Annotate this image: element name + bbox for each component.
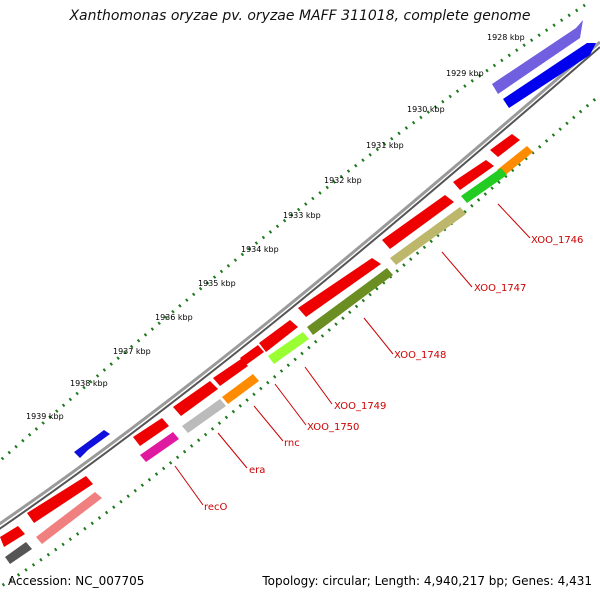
genome-summary-text: Topology: circular; Length: 4,940,217 bp…: [262, 574, 592, 588]
gene-olive-1748[interactable]: [307, 268, 393, 335]
gene-pink-era[interactable]: [140, 432, 179, 462]
gene-red-2[interactable]: [453, 160, 494, 190]
gene-label[interactable]: XOO_1750: [307, 422, 359, 433]
gene-red-9[interactable]: [133, 418, 169, 446]
gene-red-5[interactable]: [259, 320, 298, 352]
gene-red-4[interactable]: [298, 258, 381, 317]
gene-red-6[interactable]: [240, 345, 264, 365]
outer-dotted-track: [0, 3, 586, 463]
label-leader-lines: [174, 203, 531, 506]
gene-label[interactable]: XOO_1746: [531, 235, 583, 246]
forward-strand-genes: [0, 134, 520, 547]
kbp-tick-labels: 1928 kbp 1929 kbp 1930 kbp 1931 kbp 1932 kbp…: [26, 33, 525, 421]
gene-label[interactable]: rnc: [284, 438, 300, 449]
gene-salmon-reco[interactable]: [36, 492, 102, 544]
inner-dotted-track: [0, 93, 600, 589]
gene-khaki-1747[interactable]: [390, 207, 466, 265]
kbp-tick-label: 1938 kbp: [70, 379, 108, 388]
gene-label[interactable]: XOO_1749: [334, 401, 386, 412]
kbp-tick-label: 1928 kbp: [487, 33, 525, 42]
kbp-tick-label: 1933 kbp: [283, 211, 321, 220]
gene-red-10[interactable]: [27, 476, 93, 523]
accession-text: Accession: NC_007705: [8, 574, 145, 588]
kbp-tick-label: 1932 kbp: [324, 176, 362, 185]
gene-block-blue-arrow[interactable]: [503, 43, 596, 108]
gene-green-1746[interactable]: [461, 168, 507, 203]
gene-block-blue-small[interactable]: [74, 430, 110, 458]
gene-red-7[interactable]: [213, 359, 248, 386]
kbp-tick-label: 1939 kbp: [26, 412, 64, 421]
gene-labels: XOO_1746 XOO_1747 XOO_1748 XOO_1749 XOO_1750…: [204, 235, 583, 513]
kbp-tick-label: 1930 kbp: [407, 105, 445, 114]
gene-orange-1746[interactable]: [497, 146, 533, 177]
gene-lime-1749[interactable]: [268, 332, 309, 364]
outer-strand-genes: [74, 20, 596, 458]
kbp-tick-label: 1934 kbp: [241, 245, 279, 254]
gene-red-3[interactable]: [382, 195, 454, 249]
kbp-tick-label: 1929 kbp: [446, 69, 484, 78]
gene-block-purple[interactable]: [492, 20, 583, 94]
gene-red-8[interactable]: [173, 381, 218, 416]
gene-label[interactable]: XOO_1748: [394, 350, 446, 361]
kbp-tick-label: 1936 kbp: [155, 313, 193, 322]
gene-silver-rnc[interactable]: [182, 399, 226, 433]
map-title: Xanthomonas oryzae pv. oryzae MAFF 31101…: [69, 8, 531, 24]
gene-red-1[interactable]: [490, 134, 520, 157]
gene-label[interactable]: XOO_1747: [474, 283, 526, 294]
reverse-strand-genes: [5, 146, 533, 564]
kbp-tick-label: 1937 kbp: [113, 347, 151, 356]
gene-darkgray[interactable]: [5, 542, 32, 564]
gene-orange-1750[interactable]: [222, 374, 259, 404]
kbp-tick-label: 1931 kbp: [366, 141, 404, 150]
kbp-tick-label: 1935 kbp: [198, 279, 236, 288]
gene-red-11[interactable]: [0, 526, 25, 547]
genome-backbone: [0, 40, 600, 530]
gene-label[interactable]: era: [249, 465, 265, 476]
gene-label[interactable]: recO: [204, 502, 228, 513]
